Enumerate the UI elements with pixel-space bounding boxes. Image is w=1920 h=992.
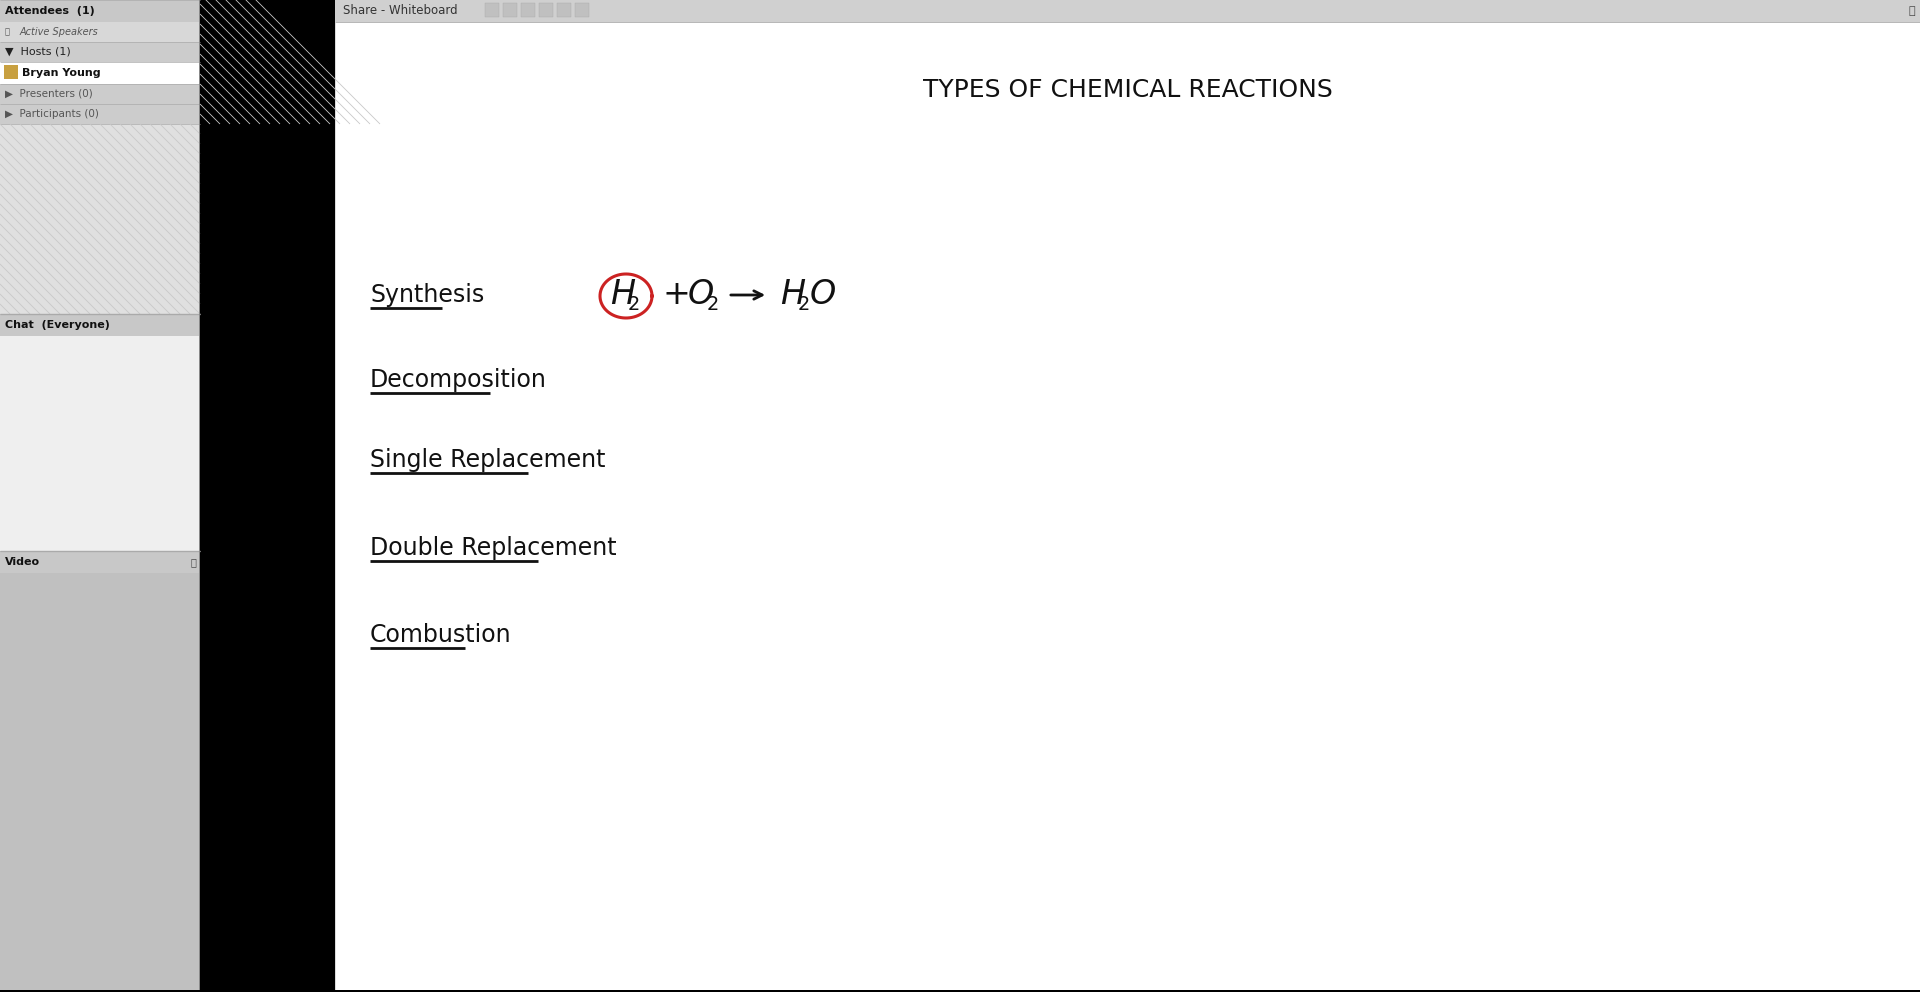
Text: Decomposition: Decomposition — [371, 368, 547, 392]
Bar — [0, 62, 200, 84]
Text: ▶  Presenters (0): ▶ Presenters (0) — [6, 89, 92, 99]
Bar — [0, 22, 200, 42]
Text: 2: 2 — [799, 295, 810, 313]
Bar — [0, 84, 200, 104]
Text: Single Replacement: Single Replacement — [371, 448, 605, 472]
Bar — [0, 314, 200, 336]
Text: 2: 2 — [707, 295, 720, 313]
Bar — [503, 3, 516, 17]
Bar — [557, 3, 570, 17]
Text: Attendees  (1): Attendees (1) — [6, 6, 94, 16]
Bar — [0, 0, 200, 992]
Text: ▶  Participants (0): ▶ Participants (0) — [6, 109, 98, 119]
Bar — [0, 336, 200, 551]
Text: +: + — [662, 279, 689, 311]
Bar — [0, 124, 200, 314]
Bar — [0, 104, 200, 124]
Text: Synthesis: Synthesis — [371, 283, 484, 307]
Bar — [0, 42, 200, 62]
Text: ⤢: ⤢ — [190, 557, 196, 567]
Bar — [0, 551, 200, 573]
Text: Share - Whiteboard: Share - Whiteboard — [344, 5, 457, 18]
Text: H: H — [780, 279, 804, 311]
Bar — [540, 3, 553, 17]
Bar — [4, 65, 17, 79]
Text: Active Speakers: Active Speakers — [19, 27, 98, 37]
Bar — [574, 3, 589, 17]
Text: 📞: 📞 — [6, 28, 10, 37]
Bar — [486, 3, 499, 17]
Bar — [334, 0, 1920, 22]
Text: H: H — [611, 279, 636, 311]
Text: ▼  Hosts (1): ▼ Hosts (1) — [6, 47, 71, 57]
Text: Combustion: Combustion — [371, 623, 511, 647]
Text: Chat  (Everyone): Chat (Everyone) — [6, 320, 109, 330]
Bar — [520, 3, 536, 17]
Bar — [0, 990, 1920, 992]
Text: Double Replacement: Double Replacement — [371, 536, 616, 560]
Bar — [334, 22, 1920, 992]
Bar — [0, 573, 200, 992]
Text: TYPES OF CHEMICAL REACTIONS: TYPES OF CHEMICAL REACTIONS — [924, 78, 1332, 102]
Text: O: O — [687, 279, 714, 311]
Bar — [334, 22, 1920, 992]
Bar — [200, 0, 334, 992]
Text: 2: 2 — [628, 295, 641, 313]
Text: O: O — [810, 279, 837, 311]
Text: ⤢: ⤢ — [1908, 6, 1914, 16]
Text: Video: Video — [6, 557, 40, 567]
Bar — [0, 0, 200, 22]
Text: Bryan Young: Bryan Young — [21, 68, 100, 78]
